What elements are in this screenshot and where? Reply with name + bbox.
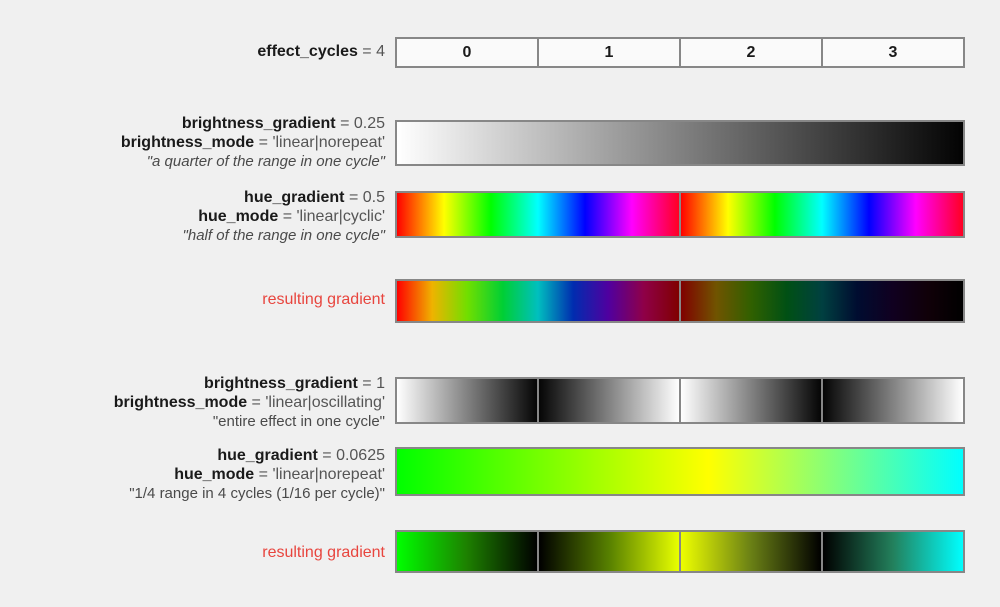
brightness1-labels: brightness_gradient = 0.25 brightness_mo… xyxy=(15,114,385,171)
brightness1-prop2: brightness_mode = 'linear|norepeat' xyxy=(15,133,385,152)
brightness2-labels: brightness_gradient = 1 brightness_mode … xyxy=(15,374,385,431)
hue1-labels: hue_gradient = 0.5 hue_mode = 'linear|cy… xyxy=(15,188,385,245)
brightness1-gradient-bar xyxy=(395,120,965,166)
gradient-segment xyxy=(397,281,679,321)
hue1-quote: "half of the range in one cycle" xyxy=(182,227,385,244)
gradient-segment xyxy=(397,379,537,422)
brightness1-prop1-value: = 0.25 xyxy=(335,115,385,132)
hue2-prop2-value: = 'linear|norepeat' xyxy=(254,466,385,483)
gradient-segment xyxy=(397,532,537,571)
brightness2-prop1-value: = 1 xyxy=(357,375,385,392)
brightness1-prop2-value: = 'linear|norepeat' xyxy=(254,134,385,151)
brightness2-prop1-name: brightness_gradient xyxy=(204,375,358,392)
gradient-segment xyxy=(397,122,963,164)
effect-cycles-label: effect_cycles = 4 xyxy=(15,42,385,62)
hue2-prop2-name: hue_mode xyxy=(174,466,255,483)
hue1-prop1-value: = 0.5 xyxy=(344,189,385,206)
hue1-prop1: hue_gradient = 0.5 xyxy=(15,188,385,207)
gradient-segment xyxy=(679,532,821,571)
hue1-gradient-bar xyxy=(395,191,965,238)
hue2-prop1-value: = 0.0625 xyxy=(317,447,385,464)
gradient-segment xyxy=(537,532,679,571)
gradient-segment xyxy=(679,379,821,422)
effect-cycles-name: effect_cycles xyxy=(257,43,358,60)
hue2-gradient-bar xyxy=(395,447,965,496)
gradient-segment xyxy=(821,379,963,422)
cycle-cell-2: 2 xyxy=(679,39,821,66)
brightness2-prop2-name: brightness_mode xyxy=(113,394,248,411)
resulting-gradient-1-bar xyxy=(395,279,965,323)
cycle-cell-0: 0 xyxy=(397,39,537,66)
effect-cycles-bar: 0 1 2 3 xyxy=(395,37,965,68)
hue2-prop2: hue_mode = 'linear|norepeat' xyxy=(15,465,385,484)
gradient-segment xyxy=(821,532,963,571)
cycle-cell-3: 3 xyxy=(821,39,963,66)
hue1-prop2-value: = 'linear|cyclic' xyxy=(278,208,385,225)
resulting-gradient-1-label: resulting gradient xyxy=(262,291,385,308)
cycle-cell-1: 1 xyxy=(537,39,679,66)
effect-cycles-value: = 4 xyxy=(357,43,385,60)
brightness2-prop2: brightness_mode = 'linear|oscillating' xyxy=(15,393,385,412)
hue1-prop2: hue_mode = 'linear|cyclic' xyxy=(15,207,385,226)
gradient-segment xyxy=(397,449,963,494)
brightness2-prop2-value: = 'linear|oscillating' xyxy=(247,394,385,411)
brightness2-prop1: brightness_gradient = 1 xyxy=(15,374,385,393)
brightness1-quote: "a quarter of the range in one cycle" xyxy=(146,153,385,170)
brightness2-gradient-bar xyxy=(395,377,965,424)
brightness1-prop1: brightness_gradient = 0.25 xyxy=(15,114,385,133)
hue2-prop1-name: hue_gradient xyxy=(217,447,318,464)
hue1-prop2-name: hue_mode xyxy=(198,208,279,225)
gradient-segment xyxy=(679,193,963,236)
gradient-segment xyxy=(537,379,679,422)
hue2-labels: hue_gradient = 0.0625 hue_mode = 'linear… xyxy=(15,446,385,503)
resulting-gradient-2-label: resulting gradient xyxy=(262,544,385,561)
resulting-gradient-2-bar xyxy=(395,530,965,573)
gradient-segment xyxy=(679,281,963,321)
brightness1-prop2-name: brightness_mode xyxy=(120,134,255,151)
hue2-quote: "1/4 range in 4 cycles (1/16 per cycle)" xyxy=(129,485,385,502)
gradient-segment xyxy=(397,193,679,236)
brightness2-quote: "entire effect in one cycle" xyxy=(212,413,385,430)
hue2-prop1: hue_gradient = 0.0625 xyxy=(15,446,385,465)
brightness1-prop1-name: brightness_gradient xyxy=(181,115,336,132)
hue1-prop1-name: hue_gradient xyxy=(244,189,345,206)
